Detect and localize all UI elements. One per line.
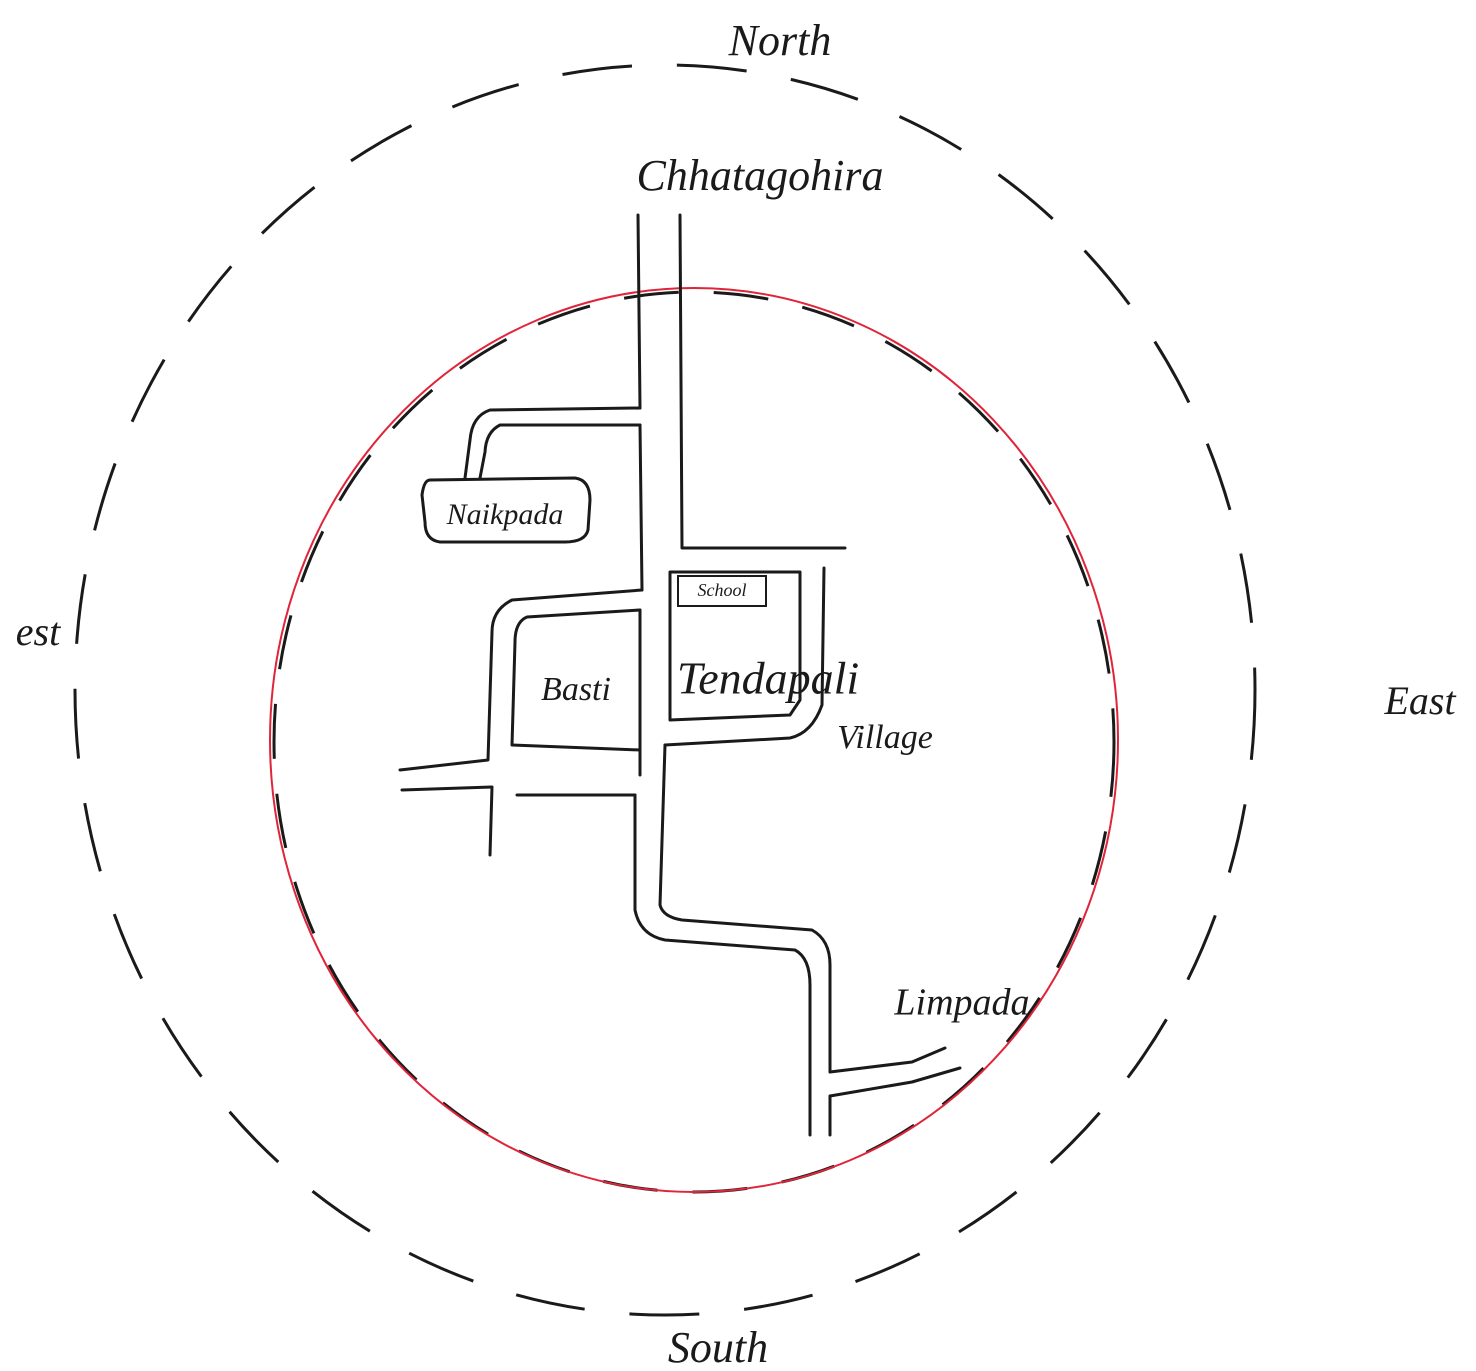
page: {"compass": {"north": "North", "south": … — [0, 0, 1476, 1371]
village-label: Tendapali — [677, 653, 859, 704]
place-label: Limpada — [893, 982, 1029, 1024]
place-label: Chhatagohira — [637, 151, 884, 200]
village-map: North South East est Chhatagohira Naikpa… — [0, 0, 1476, 1371]
east-label: East — [1383, 678, 1456, 723]
south-label: South — [668, 1323, 768, 1371]
north-label: North — [728, 16, 832, 65]
place-label: Naikpada — [446, 498, 564, 531]
place-label: Basti — [541, 671, 611, 708]
road-edge — [640, 425, 642, 590]
school-label: School — [698, 580, 747, 600]
village-label: Village — [837, 719, 933, 756]
west-label: est — [16, 609, 61, 654]
road-edge — [638, 215, 640, 408]
